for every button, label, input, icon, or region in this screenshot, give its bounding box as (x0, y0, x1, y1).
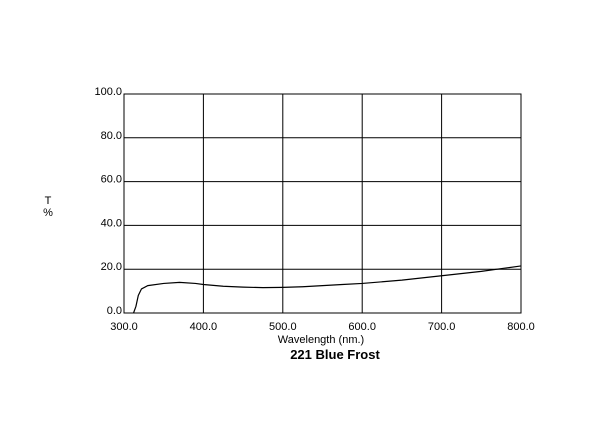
x-tick-label: 700.0 (428, 321, 456, 333)
y-axis-label: % (43, 207, 53, 219)
y-tick-label: 0.0 (107, 305, 122, 317)
y-tick-label: 40.0 (101, 217, 122, 229)
y-tick-label: 60.0 (101, 174, 122, 186)
x-tick-label: 400.0 (190, 321, 218, 333)
y-tick-label: 20.0 (101, 261, 122, 273)
x-tick-label: 800.0 (507, 321, 535, 333)
y-axis-label: T (45, 195, 52, 207)
x-tick-label: 600.0 (348, 321, 376, 333)
y-tick-label: 100.0 (94, 86, 122, 98)
x-tick-label: 500.0 (269, 321, 297, 333)
y-tick-label: 80.0 (101, 130, 122, 142)
x-axis-label: Wavelength (nm.) (278, 334, 364, 346)
data-line (132, 265, 522, 314)
plot-border (123, 93, 522, 314)
chart-title: 221 Blue Frost (290, 347, 380, 362)
x-tick-label: 300.0 (110, 321, 138, 333)
